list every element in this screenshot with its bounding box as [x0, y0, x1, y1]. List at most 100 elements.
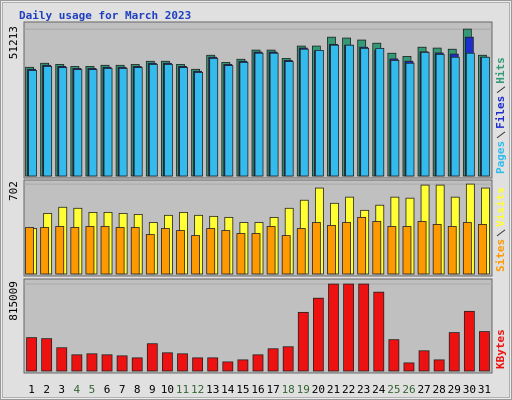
- bar: [26, 337, 37, 372]
- bar: [179, 67, 188, 177]
- x-tick-label: 30: [463, 383, 476, 396]
- bar: [481, 56, 490, 177]
- legend-separator: [496, 86, 506, 94]
- x-tick-label: 2: [43, 383, 50, 396]
- bar: [133, 67, 143, 177]
- x-tick-label: 27: [417, 383, 430, 396]
- x-tick-label: 15: [236, 383, 249, 396]
- legend-entry: Visits: [494, 187, 507, 227]
- x-tick-label: 25: [387, 383, 400, 396]
- bar: [462, 222, 472, 275]
- bar: [417, 221, 427, 275]
- bar: [327, 225, 336, 275]
- bar: [176, 230, 185, 275]
- bar: [71, 354, 83, 372]
- bar: [284, 61, 294, 177]
- legend-separator: [496, 229, 506, 237]
- bar: [239, 62, 249, 177]
- bar: [435, 54, 445, 177]
- bar: [282, 346, 294, 372]
- x-tick-label: 3: [58, 383, 65, 396]
- bar: [342, 222, 351, 275]
- bar: [55, 226, 65, 275]
- bar: [192, 357, 204, 372]
- x-tick-label: 10: [161, 383, 174, 396]
- x-tick-label: 4: [74, 383, 81, 396]
- y-tick-label: 702: [7, 181, 20, 201]
- bar: [314, 49, 324, 177]
- legend-entry: Pages: [494, 141, 507, 174]
- bar: [433, 359, 445, 372]
- bar: [387, 226, 397, 275]
- bar: [418, 350, 430, 372]
- bar: [177, 353, 188, 372]
- bar: [161, 228, 170, 275]
- bar: [145, 234, 155, 275]
- bar: [70, 227, 80, 275]
- x-tick-label: 7: [119, 383, 126, 396]
- x-tick-label: 23: [357, 383, 370, 396]
- bar: [28, 70, 37, 177]
- x-tick-label: 31: [478, 383, 491, 396]
- bar: [375, 47, 385, 177]
- bar: [330, 44, 339, 177]
- bar: [148, 64, 158, 177]
- bar: [254, 52, 264, 177]
- bar: [209, 58, 219, 177]
- bar: [450, 56, 460, 177]
- x-tick-label: 20: [312, 383, 325, 396]
- bar: [357, 216, 367, 275]
- bar: [403, 362, 415, 372]
- x-tick-label: 6: [104, 383, 111, 396]
- x-tick-label: 22: [342, 383, 355, 396]
- legend-entry: Hits: [494, 57, 507, 84]
- bar: [221, 230, 231, 275]
- bar: [420, 51, 430, 177]
- bar: [252, 354, 264, 372]
- y-tick-label: 51213: [7, 26, 20, 59]
- bar: [194, 72, 204, 177]
- bar: [447, 226, 457, 275]
- bar: [40, 227, 50, 275]
- legend-entry: Sites: [494, 239, 507, 272]
- bar: [88, 69, 98, 177]
- bar: [162, 352, 173, 372]
- x-tick-label: 9: [149, 383, 156, 396]
- x-tick-label: 21: [327, 383, 340, 396]
- bar: [267, 348, 279, 372]
- x-tick-label: 29: [448, 383, 461, 396]
- bar: [343, 283, 354, 372]
- bar: [58, 67, 68, 177]
- bar: [297, 311, 309, 372]
- bar: [85, 226, 95, 275]
- bar: [73, 69, 83, 177]
- bar: [101, 354, 113, 372]
- x-tick-label: 26: [402, 383, 415, 396]
- bar: [41, 338, 53, 372]
- x-tick-label: 11: [176, 383, 189, 396]
- bar: [56, 347, 68, 372]
- bar: [251, 233, 261, 275]
- x-tick-label: 5: [89, 383, 96, 396]
- bar: [130, 227, 140, 275]
- bar: [296, 228, 306, 275]
- bar: [118, 68, 128, 177]
- x-tick-label: 8: [134, 383, 141, 396]
- bar: [311, 222, 321, 275]
- legend-separator: [496, 131, 506, 139]
- bar: [478, 224, 487, 275]
- bar: [237, 359, 249, 372]
- bar: [103, 68, 113, 177]
- bar: [312, 297, 324, 372]
- bar: [115, 227, 125, 275]
- bar: [463, 310, 475, 372]
- x-tick-label: 24: [372, 383, 386, 396]
- bar: [207, 357, 219, 372]
- x-tick-label: 16: [251, 383, 264, 396]
- chart-title: Daily usage for March 2023: [19, 9, 191, 22]
- y-tick-label: 815009: [7, 281, 20, 321]
- bar: [100, 226, 110, 275]
- bar: [281, 235, 291, 275]
- bar: [266, 226, 276, 275]
